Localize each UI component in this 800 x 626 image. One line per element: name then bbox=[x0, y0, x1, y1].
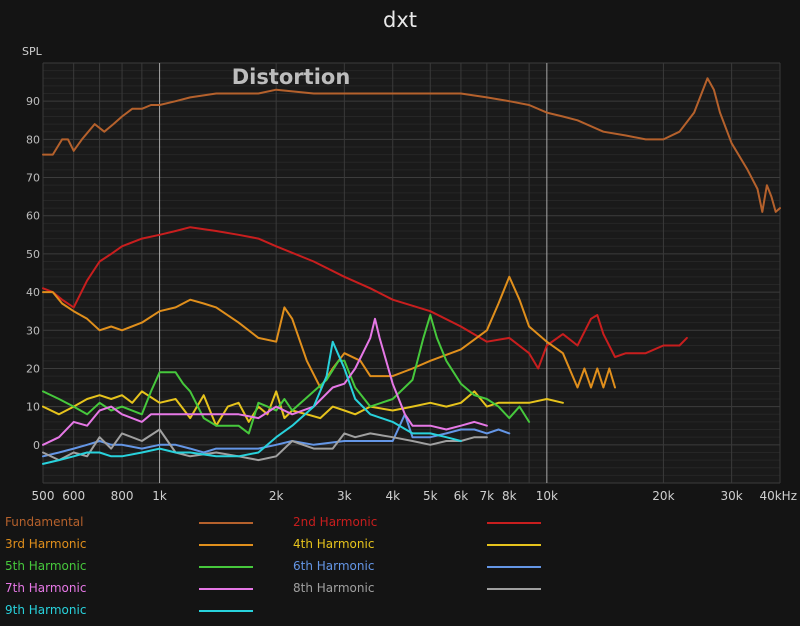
series-line-7th-harmonic bbox=[42, 317, 488, 446]
y-tick-label: 70 bbox=[26, 172, 40, 185]
x-tick-label: 600 bbox=[62, 489, 85, 503]
series-line-2nd-harmonic bbox=[42, 226, 688, 370]
series-line-5th-harmonic bbox=[42, 314, 531, 435]
x-tick-label: 8k bbox=[502, 489, 517, 503]
x-tick-label: 500 bbox=[32, 489, 55, 503]
series-line-8th-harmonic bbox=[42, 428, 488, 462]
x-tick-label: 4k bbox=[385, 489, 400, 503]
x-tick-label: 3k bbox=[337, 489, 352, 503]
x-tick-label: 800 bbox=[111, 489, 134, 503]
x-tick-label: 40kHz bbox=[759, 489, 797, 503]
legend-swatch bbox=[487, 588, 541, 590]
legend-label: 8th Harmonic bbox=[293, 581, 375, 595]
x-tick-label: 5k bbox=[423, 489, 438, 503]
x-tick-label: 7k bbox=[480, 489, 495, 503]
y-tick-label: 40 bbox=[26, 286, 40, 299]
legend-swatch bbox=[199, 544, 253, 546]
legend-label: 4th Harmonic bbox=[293, 537, 375, 551]
y-axis-label: SPL bbox=[22, 45, 42, 58]
series-line-6th-harmonic bbox=[42, 413, 511, 458]
y-tick-label: 10 bbox=[26, 401, 40, 414]
series-lines bbox=[42, 77, 781, 465]
series-line-fundamental bbox=[42, 77, 781, 213]
legend-label: Fundamental bbox=[5, 515, 84, 529]
distortion-annotation: Distortion bbox=[232, 65, 351, 89]
plot-area bbox=[43, 63, 780, 483]
y-tick-label: 90 bbox=[26, 95, 40, 108]
y-tick-label: 30 bbox=[26, 324, 40, 337]
legend-label: 9th Harmonic bbox=[5, 603, 87, 617]
x-tick-label: 6k bbox=[454, 489, 469, 503]
series-line-9th-harmonic bbox=[42, 340, 462, 465]
legend-label: 7th Harmonic bbox=[5, 581, 87, 595]
axis-ticks: 0 10 20 30 40 50 60 70 80 90 500 600 800 1k 2k 3k 4k 5k 6k… bbox=[26, 95, 797, 503]
legend-label: 3rd Harmonic bbox=[5, 537, 87, 551]
legend-label: 6th Harmonic bbox=[293, 559, 375, 573]
legend-swatch bbox=[487, 522, 541, 524]
x-tick-label: 30k bbox=[721, 489, 743, 503]
y-tick-label: 60 bbox=[26, 210, 40, 223]
legend-label: 5th Harmonic bbox=[5, 559, 87, 573]
legend-swatch bbox=[487, 566, 541, 568]
x-tick-label: 1k bbox=[152, 489, 167, 503]
x-tick-label: 20k bbox=[652, 489, 674, 503]
y-tick-label: 80 bbox=[26, 133, 40, 146]
legend-swatch bbox=[487, 544, 541, 546]
legend-swatch bbox=[199, 610, 253, 612]
legend-swatch bbox=[199, 522, 253, 524]
y-tick-label: 50 bbox=[26, 248, 40, 261]
chart-title: dxt bbox=[383, 8, 417, 32]
y-tick-label: 20 bbox=[26, 362, 40, 375]
legend-label: 2nd Harmonic bbox=[293, 515, 378, 529]
legend-swatch bbox=[199, 566, 253, 568]
x-tick-label: 2k bbox=[269, 489, 284, 503]
x-tick-label: 10k bbox=[536, 489, 558, 503]
legend-swatch bbox=[199, 588, 253, 590]
y-tick-label: 0 bbox=[33, 439, 40, 452]
